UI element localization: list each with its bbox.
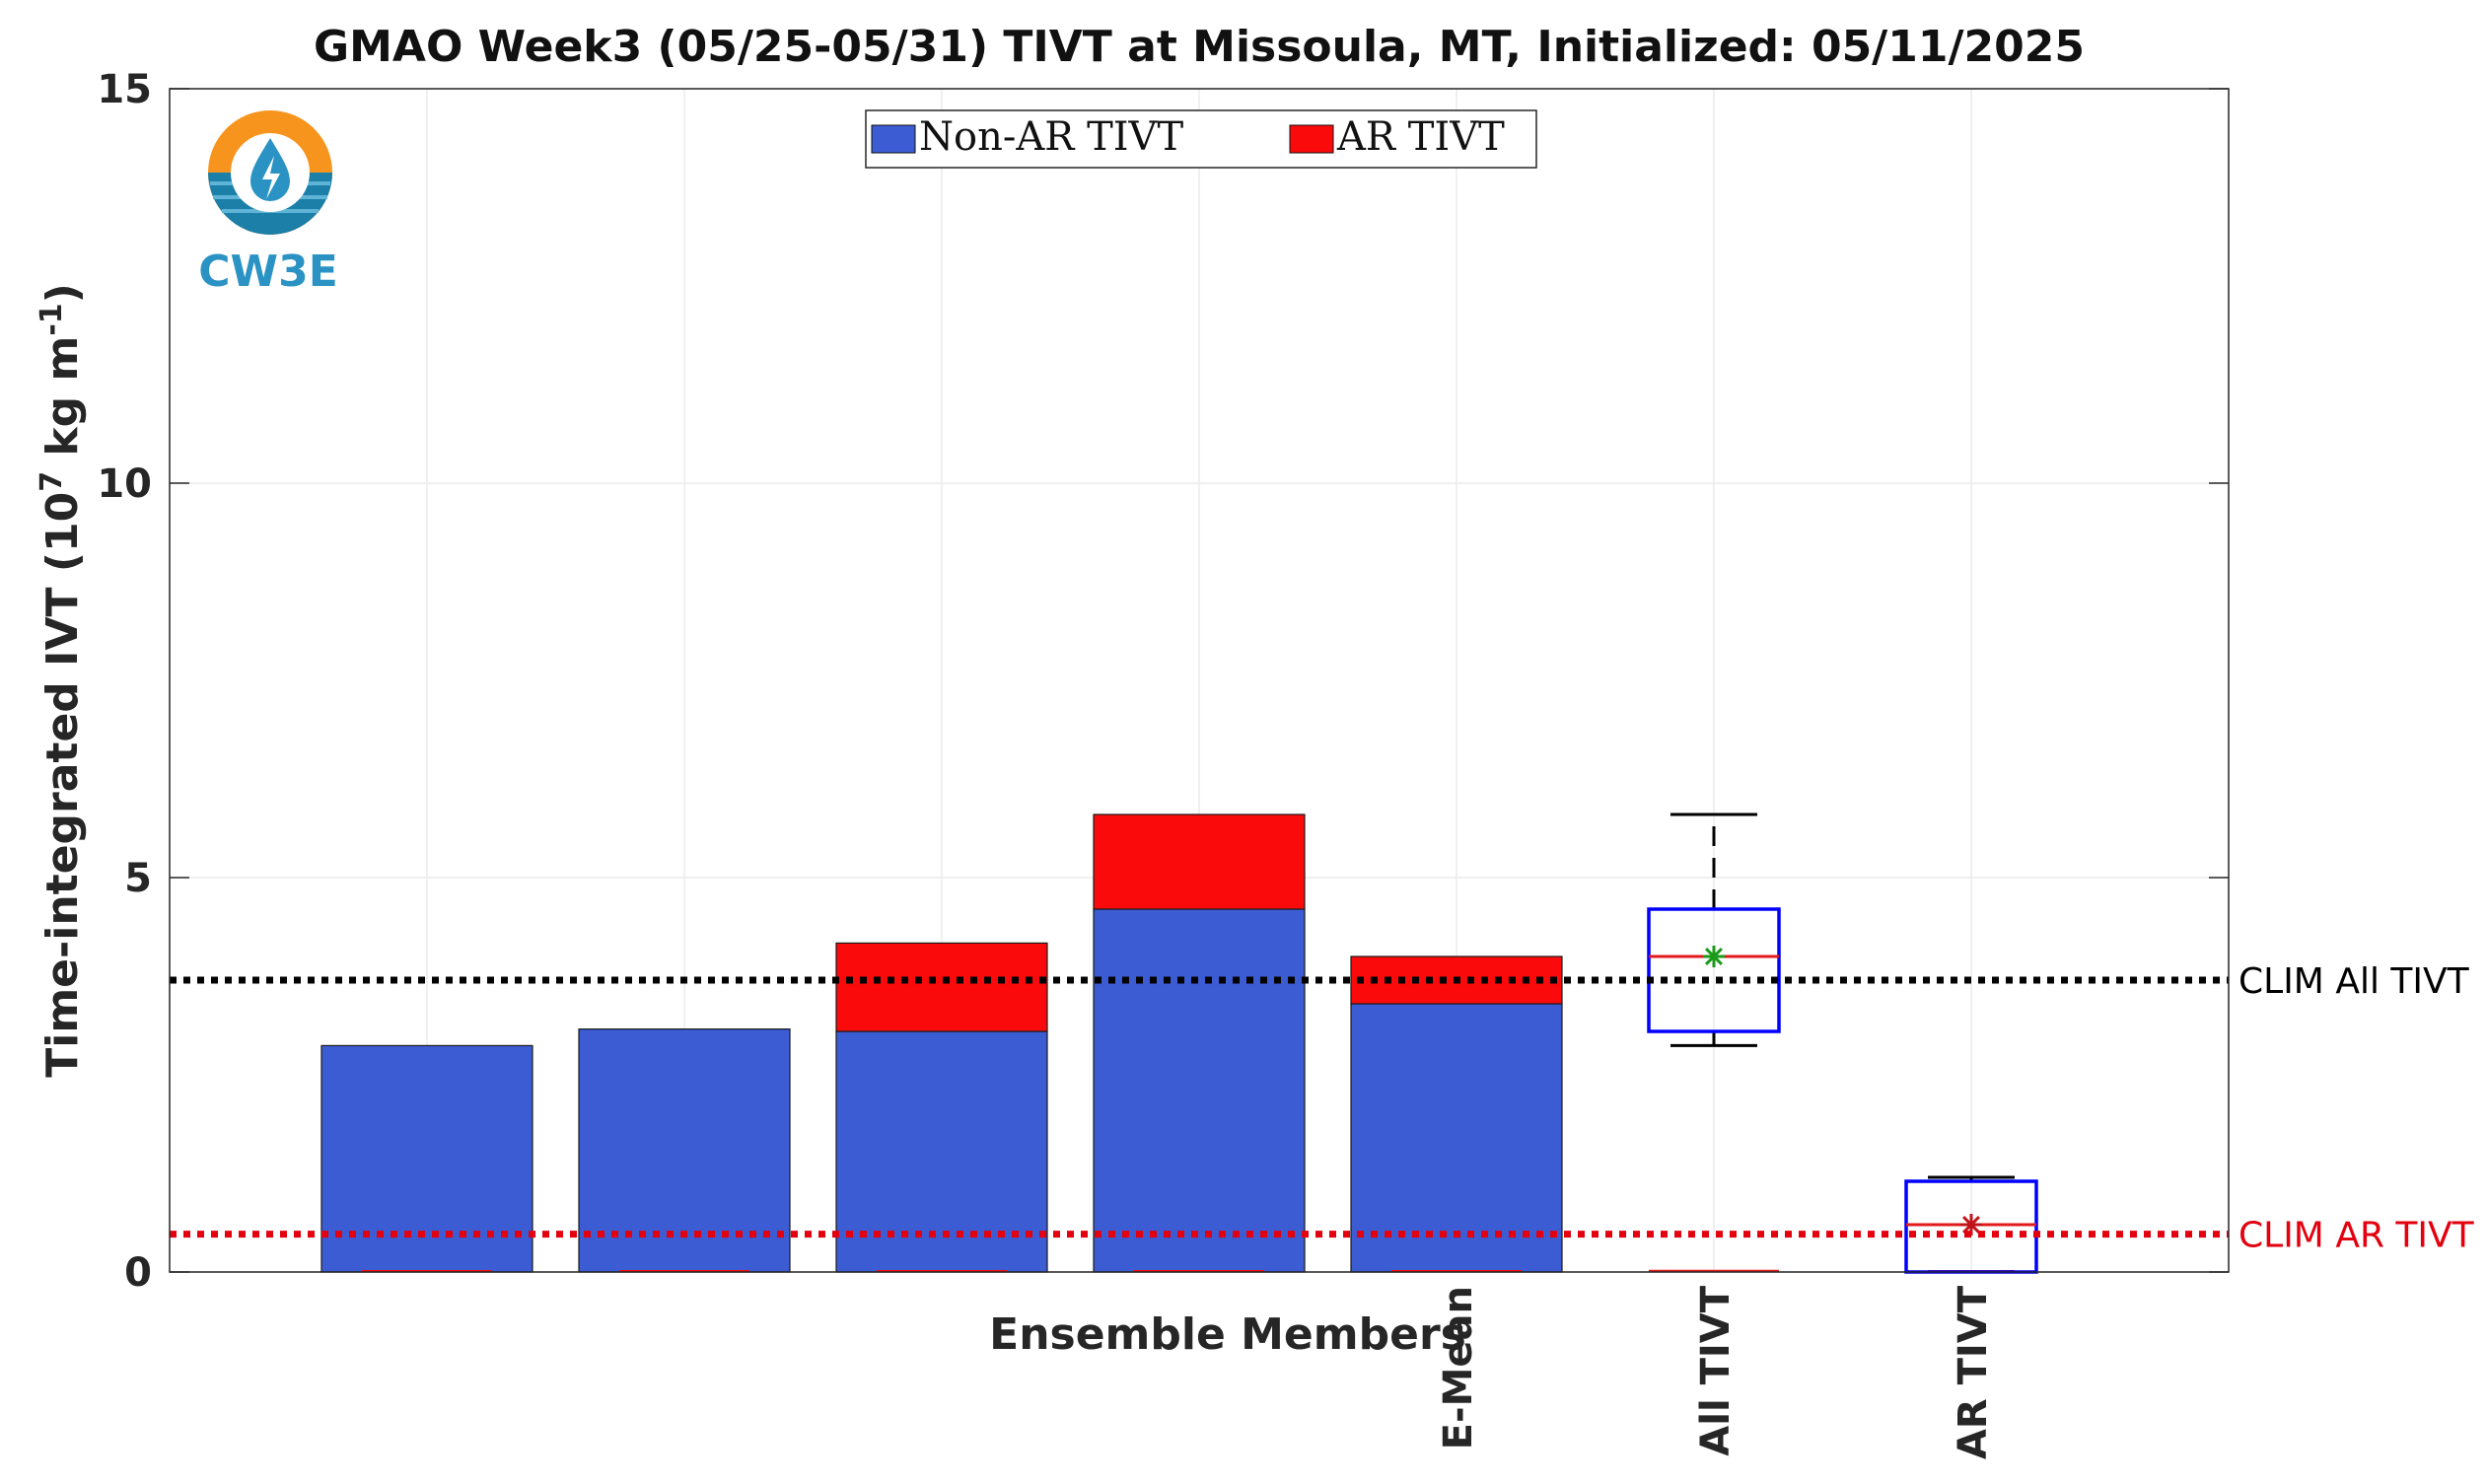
bar-non-ar [1350, 1003, 1563, 1273]
legend: Non-AR TIVT AR TIVT [865, 109, 1537, 169]
bar-non-ar [320, 1044, 533, 1273]
climatology-lines: CLIM All TIVT CLIM AR TIVT [170, 961, 2475, 1256]
y-tick-label: 5 [124, 856, 152, 901]
bar-non-ar [1093, 908, 1306, 1273]
y-tick-label: 15 [97, 67, 152, 112]
legend-label-ar: AR TIVT [1336, 114, 1505, 160]
legend-swatch-non-ar [871, 124, 916, 154]
cw3e-logo: CW3E [198, 110, 338, 297]
logo-text: CW3E [198, 247, 338, 297]
y-axis-label: Time-integrated IVT (107 kg m-1) [35, 283, 88, 1078]
x-axis-label: Ensemble Members [989, 1309, 1466, 1360]
x-tick-label: AR TIVT [1951, 1285, 1996, 1459]
y-axis-label-main: Time-integrated IVT (10 [37, 492, 88, 1078]
bars [320, 813, 1563, 1273]
mean-marker-stroke [1705, 948, 1723, 965]
x-tick-labels: E-Mean All TIVT AR TIVT [1436, 1285, 1996, 1459]
lightning-icon [262, 156, 280, 199]
x-tick-label: E-Mean [1436, 1286, 1481, 1449]
x-tick-label: All TIVT [1693, 1285, 1739, 1455]
chart-title: GMAO Week3 (05/25-05/31) TIVT at Missoul… [314, 22, 2085, 72]
y-tick-label: 10 [97, 461, 152, 507]
clim-label: CLIM AR TIVT [2238, 1216, 2475, 1256]
y-tick-label: 0 [124, 1250, 152, 1296]
legend-label-non-ar: Non-AR TIVT [919, 114, 1183, 160]
y-axis-label-exp2: -1 [35, 303, 69, 335]
box [1647, 907, 1781, 1033]
y-axis-label-end: ) [37, 283, 88, 303]
mean-marker-stroke [1962, 1216, 1980, 1234]
legend-box [865, 109, 1537, 169]
plot-frame [169, 88, 2230, 1273]
clim-label: CLIM All TIVT [2238, 961, 2470, 1002]
y-axis-label-mid: kg m [37, 336, 88, 471]
y-ticks: 0 5 10 15 [97, 67, 2229, 1296]
bar-ar [835, 942, 1048, 1032]
y-axis-label-exp: 7 [35, 471, 69, 492]
legend-swatch-ar [1289, 124, 1334, 154]
mean-marker [1703, 946, 1725, 967]
bar-ar [1093, 813, 1306, 910]
